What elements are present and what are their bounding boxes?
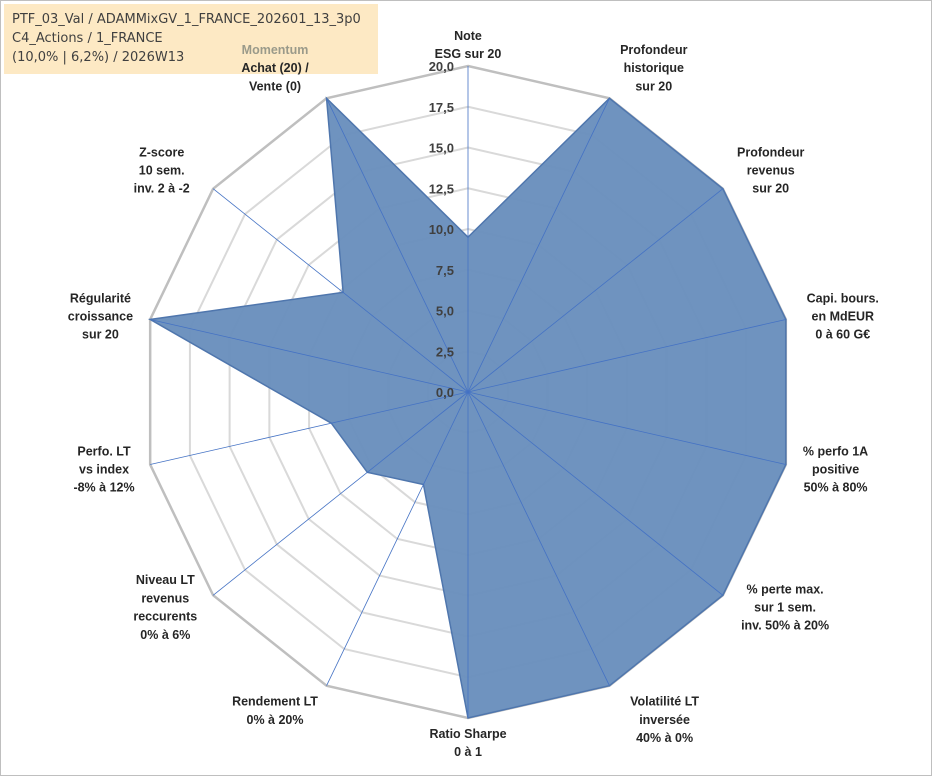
axis-label: % perte max. sur 1 sem. inv. 50% à 20% [741, 582, 829, 632]
axis-label-line: Perfo. LT [77, 444, 131, 458]
axis-label-line: sur 20 [82, 328, 119, 342]
portfolio-info-box: PTF_03_Val / ADAMMixGV_1_FRANCE_202601_1… [4, 4, 378, 74]
axis-label: Rendement LT 0% à 20% [232, 695, 318, 727]
axis-label: Régularité croissance sur 20 [68, 291, 133, 341]
axis-label: % perfo 1A positive 50% à 80% [803, 444, 868, 494]
axis-spoke [467, 98, 610, 393]
axis-label-line: Momentum [242, 43, 309, 57]
tick-label: 20,0 [429, 59, 454, 74]
axis-label-line: reccurents [133, 610, 197, 624]
axis-label: Capi. bours. en MdEUR 0 à 60 G€ [807, 291, 879, 341]
axis-label-line: historique [624, 61, 684, 75]
tick-label: 5,0 [436, 304, 454, 319]
axis-spoke [326, 98, 469, 393]
tick-label: 2,5 [436, 344, 454, 359]
axis-spoke [212, 391, 469, 596]
radar-spokes [150, 66, 786, 718]
axis-label-line: sur 20 [752, 182, 789, 196]
axis-spoke [212, 188, 469, 393]
axis-spoke [467, 391, 786, 465]
tick-label: 7,5 [436, 263, 454, 278]
axis-label-line: Niveau LT [136, 573, 195, 587]
axis-label-line: 10 sem. [139, 164, 185, 178]
axis-spoke [467, 188, 724, 393]
axis-label-line: revenus [141, 591, 189, 605]
axis-label: Note ESG sur 20 [435, 29, 502, 61]
axis-label-line: Profondeur [620, 43, 687, 57]
axis-spoke [467, 319, 786, 393]
axis-label-line: 40% à 0% [636, 731, 693, 745]
axis-label-line: sur 1 sem. [754, 600, 816, 614]
radar-axis-labels: Note ESG sur 20 Profondeur historique sur 20… [68, 29, 879, 759]
axis-label-line: Z-score [139, 145, 184, 159]
axis-label-line: 50% à 80% [804, 481, 868, 495]
axis-label: Profondeur historique sur 20 [620, 43, 687, 93]
info-line-category: C4_Actions / 1_FRANCE [12, 31, 163, 46]
axis-spoke [467, 391, 610, 686]
tick-label: 0,0 [436, 385, 454, 400]
axis-spoke [467, 391, 724, 596]
axis-label: Volatilité LT inversée 40% à 0% [630, 695, 699, 745]
axis-label-line: 0% à 20% [247, 713, 304, 727]
axis-label-line: positive [812, 463, 859, 477]
axis-label-line: revenus [747, 164, 795, 178]
axis-label-line: ESG sur 20 [435, 47, 502, 61]
axis-label: Z-score 10 sem. inv. 2 à -2 [134, 145, 190, 195]
info-line-stats: (10,0% | 6,2%) / 2026W13 [12, 50, 185, 65]
axis-label-line: sur 20 [635, 79, 672, 93]
axis-label-line: % perte max. [747, 582, 824, 596]
tick-label: 12,5 [429, 181, 454, 196]
axis-label-line: vs index [79, 463, 129, 477]
axis-label-line: Rendement LT [232, 695, 318, 709]
axis-label-line: -8% à 12% [73, 481, 134, 495]
axis-spoke [150, 391, 469, 465]
info-line-portfolio: PTF_03_Val / ADAMMixGV_1_FRANCE_202601_1… [12, 12, 361, 27]
axis-label-line: % perfo 1A [803, 444, 868, 458]
tick-label: 15,0 [429, 141, 454, 156]
axis-label: Perfo. LT vs index -8% à 12% [73, 444, 134, 494]
axis-label-line: Vente (0) [249, 79, 301, 93]
axis-label-line: Achat (20) / [241, 61, 309, 75]
axis-label: Ratio Sharpe 0 à 1 [429, 727, 506, 759]
axis-label-line: Ratio Sharpe [429, 727, 506, 741]
axis-label-line: Note [454, 29, 482, 43]
axis-label-line: inv. 50% à 20% [741, 619, 829, 633]
axis-label-line: Profondeur [737, 145, 804, 159]
axis-label: Niveau LT revenus reccurents 0% à 6% [133, 573, 197, 642]
axis-label-line: Volatilité LT [630, 695, 699, 709]
axis-label-line: en MdEUR [812, 309, 875, 323]
axis-label: Profondeur revenus sur 20 [737, 145, 804, 195]
axis-label-line: Régularité [70, 291, 131, 305]
tick-label: 10,0 [429, 222, 454, 237]
axis-label: Momentum Achat (20) / Vente (0) [241, 43, 309, 93]
axis-spoke [150, 319, 469, 393]
axis-label-line: 0 à 1 [454, 745, 482, 759]
radar-tick-labels: 0,0 2,5 5,0 7,5 10,0 12,5 15,0 17,5 20,0 [429, 59, 454, 400]
axis-label-line: inv. 2 à -2 [134, 182, 190, 196]
axis-label-line: Capi. bours. [807, 291, 879, 305]
axis-spoke [326, 391, 469, 686]
axis-label-line: croissance [68, 309, 133, 323]
axis-label-line: 0 à 60 G€ [815, 328, 870, 342]
axis-label-line: inversée [639, 713, 690, 727]
tick-label: 17,5 [429, 100, 454, 115]
axis-label-line: 0% à 6% [140, 628, 190, 642]
